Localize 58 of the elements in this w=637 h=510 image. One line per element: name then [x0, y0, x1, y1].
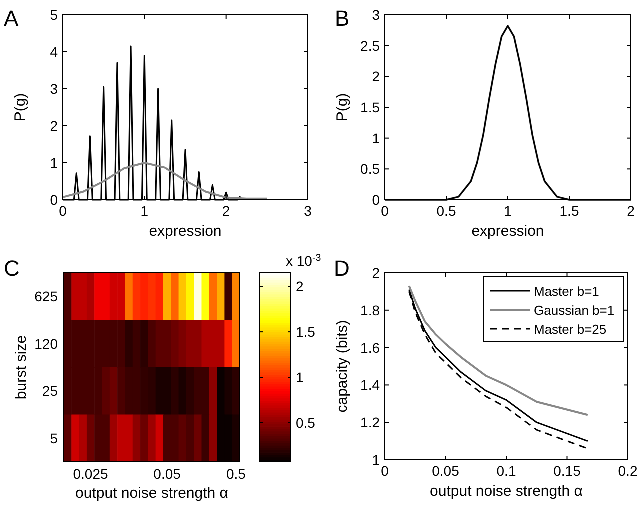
y-tick-label: 1.4: [360, 377, 380, 394]
y-tick-label: 2: [372, 68, 380, 85]
x-tick-label: 1: [504, 203, 512, 219]
color-bar-label: 0.5: [296, 414, 316, 431]
color-bar-label: 2: [296, 278, 304, 295]
y-tick-label: 2.5: [360, 38, 380, 54]
legend-label: Master b=1: [534, 284, 600, 299]
x-axis-title: output noise strength α: [430, 483, 584, 500]
line-series: [62, 162, 268, 200]
y-tick-label: 1: [50, 155, 58, 171]
chart-title: B: [335, 6, 350, 31]
x-axis-title: output noise strength α: [76, 485, 229, 502]
y-tick-label: 625: [34, 288, 58, 305]
legend-label: Gaussian b=1: [534, 303, 615, 318]
x-tick-label: 0.05: [432, 463, 460, 479]
y-tick-label: 0: [50, 192, 58, 208]
color-bar-label: 1.5: [296, 324, 316, 340]
y-tick-label: 120: [34, 336, 58, 352]
y-tick-label: 1: [372, 452, 380, 468]
x-tick-label: 0.05: [154, 466, 182, 482]
x-tick-label: 0.025: [73, 466, 109, 482]
y-tick-label: 1: [372, 130, 380, 146]
y-tick-label: 1.8: [360, 302, 380, 318]
color-bar-label: 1: [296, 369, 304, 386]
y-tick-label: 3: [372, 7, 380, 23]
chart-title: A: [4, 6, 19, 31]
x-tick-label: 0.5: [436, 203, 456, 219]
y-tick-label: 1.2: [360, 414, 380, 431]
y-tick-label: 1.6: [360, 340, 380, 356]
legend-label: Master b=25: [534, 322, 607, 337]
x-axis-title: expression: [149, 223, 222, 240]
y-tick-label: 0.5: [360, 161, 380, 178]
x-axis-title: expression: [472, 223, 544, 240]
x-tick-label: 1: [140, 203, 149, 219]
x-tick-label: 0.2: [618, 463, 637, 479]
y-tick-label: 1.5: [360, 100, 380, 116]
color-bar-title: x 10$^{-3}$: [286, 252, 322, 269]
y-tick-label: 3: [50, 81, 58, 97]
y-axis-title: burst size: [13, 335, 30, 400]
chart-title: C: [4, 256, 20, 281]
x-tick-label: 2: [222, 203, 230, 219]
y-tick-label: 5: [50, 7, 58, 23]
x-tick-label: 0.5: [226, 466, 246, 482]
y-axis-title: P(g): [334, 93, 351, 122]
y-tick-label: 2: [372, 265, 380, 281]
y-tick-label: 25: [42, 383, 58, 400]
y-axis-title: capacity (bits): [334, 320, 351, 413]
y-axis-title: P(g): [12, 93, 29, 122]
x-tick-label: 2: [627, 203, 636, 219]
x-tick-label: 0.1: [496, 463, 516, 479]
y-tick-label: 5: [50, 430, 58, 446]
x-tick-label: 3: [304, 203, 312, 219]
x-tick-label: 1.5: [560, 203, 580, 219]
y-tick-label: 0: [372, 192, 380, 208]
y-tick-label: 2: [50, 118, 58, 134]
y-tick-label: 4: [50, 44, 58, 60]
x-tick-label: 0.15: [554, 463, 582, 479]
chart-title: D: [334, 256, 350, 281]
